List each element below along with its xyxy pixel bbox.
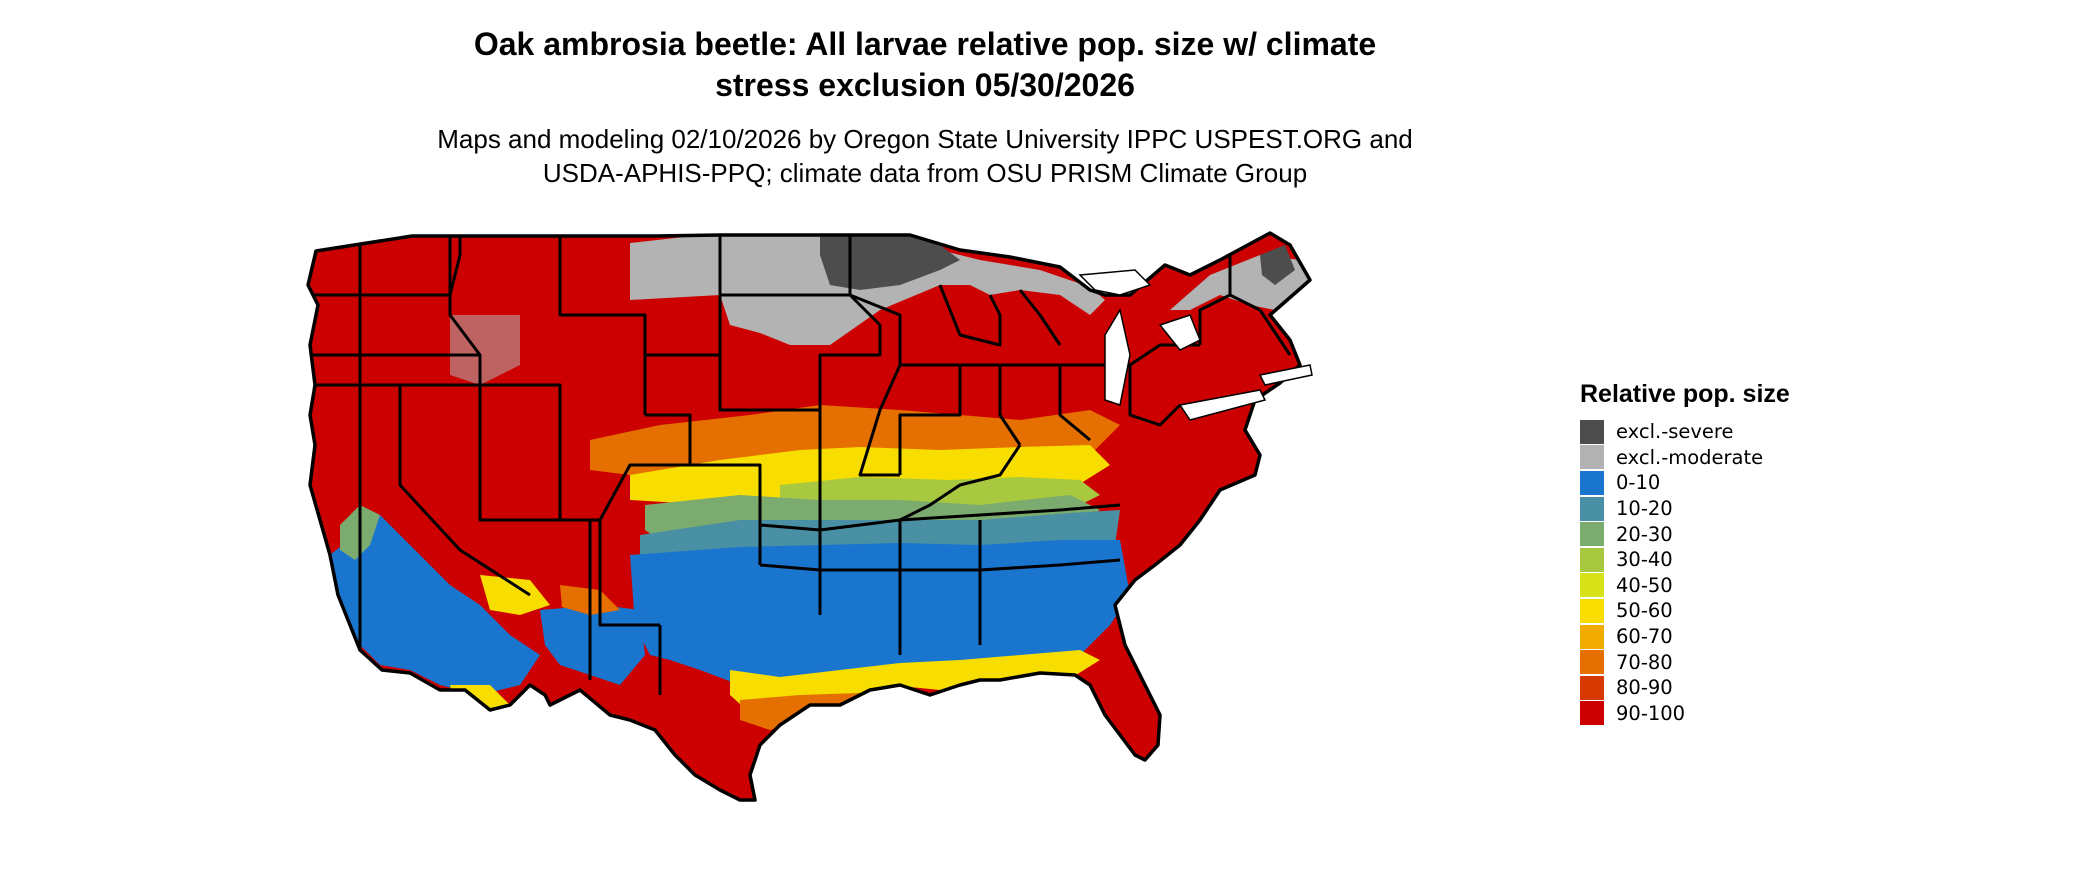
legend-label: 60-70: [1616, 625, 1673, 649]
legend-label: 10-20: [1616, 497, 1673, 521]
map-title-line2: stress exclusion 05/30/2026: [715, 67, 1135, 103]
legend-swatch: [1580, 522, 1604, 547]
legend-swatch: [1580, 573, 1604, 598]
legend-item: 30-40: [1580, 547, 1790, 573]
legend-label: 50-60: [1616, 599, 1673, 623]
legend-item: excl.-moderate: [1580, 445, 1790, 471]
map-subtitle-line1: Maps and modeling 02/10/2026 by Oregon S…: [437, 124, 1413, 154]
legend-label: 80-90: [1616, 676, 1673, 700]
map-subtitle-line2: USDA-APHIS-PPQ; climate data from OSU PR…: [542, 158, 1308, 188]
legend-swatch: [1580, 598, 1604, 623]
legend-item: 40-50: [1580, 573, 1790, 599]
legend-label: excl.-severe: [1616, 420, 1734, 444]
legend-label: excl.-moderate: [1616, 445, 1764, 469]
legend-swatch: [1580, 547, 1604, 572]
legend-item: 10-20: [1580, 496, 1790, 522]
legend-label: 0-10: [1616, 471, 1661, 495]
legend-swatch: [1580, 624, 1604, 649]
legend-swatch: [1580, 701, 1604, 726]
legend-item: 0-10: [1580, 470, 1790, 496]
legend-label: 70-80: [1616, 650, 1673, 674]
legend-title: Relative pop. size: [1580, 380, 1790, 408]
legend-item: 90-100: [1580, 701, 1790, 727]
legend-label: 20-30: [1616, 522, 1673, 546]
legend-swatch: [1580, 496, 1604, 521]
map-title: Oak ambrosia beetle: All larvae relative…: [300, 24, 1550, 106]
legend-swatch: [1580, 419, 1604, 444]
legend-item: 60-70: [1580, 624, 1790, 650]
legend-label: 90-100: [1616, 701, 1686, 725]
legend-swatch: [1580, 650, 1604, 675]
legend-item: 70-80: [1580, 649, 1790, 675]
legend-label: 40-50: [1616, 573, 1673, 597]
legend-item: 20-30: [1580, 521, 1790, 547]
legend-swatch: [1580, 470, 1604, 495]
legend: Relative pop. size excl.-severe excl.-mod…: [1580, 380, 1790, 726]
legend-item: 50-60: [1580, 598, 1790, 624]
map-subtitle: Maps and modeling 02/10/2026 by Oregon S…: [300, 122, 1550, 190]
map-title-line1: Oak ambrosia beetle: All larvae relative…: [473, 26, 1377, 62]
us-population-map: [306, 231, 1313, 802]
legend-item: 80-90: [1580, 675, 1790, 701]
legend-swatch: [1580, 445, 1604, 470]
legend-item: excl.-severe: [1580, 419, 1790, 445]
legend-label: 30-40: [1616, 548, 1673, 572]
legend-items: excl.-severe excl.-moderate 0-10 10-20 20-30…: [1580, 419, 1790, 726]
legend-swatch: [1580, 675, 1604, 700]
